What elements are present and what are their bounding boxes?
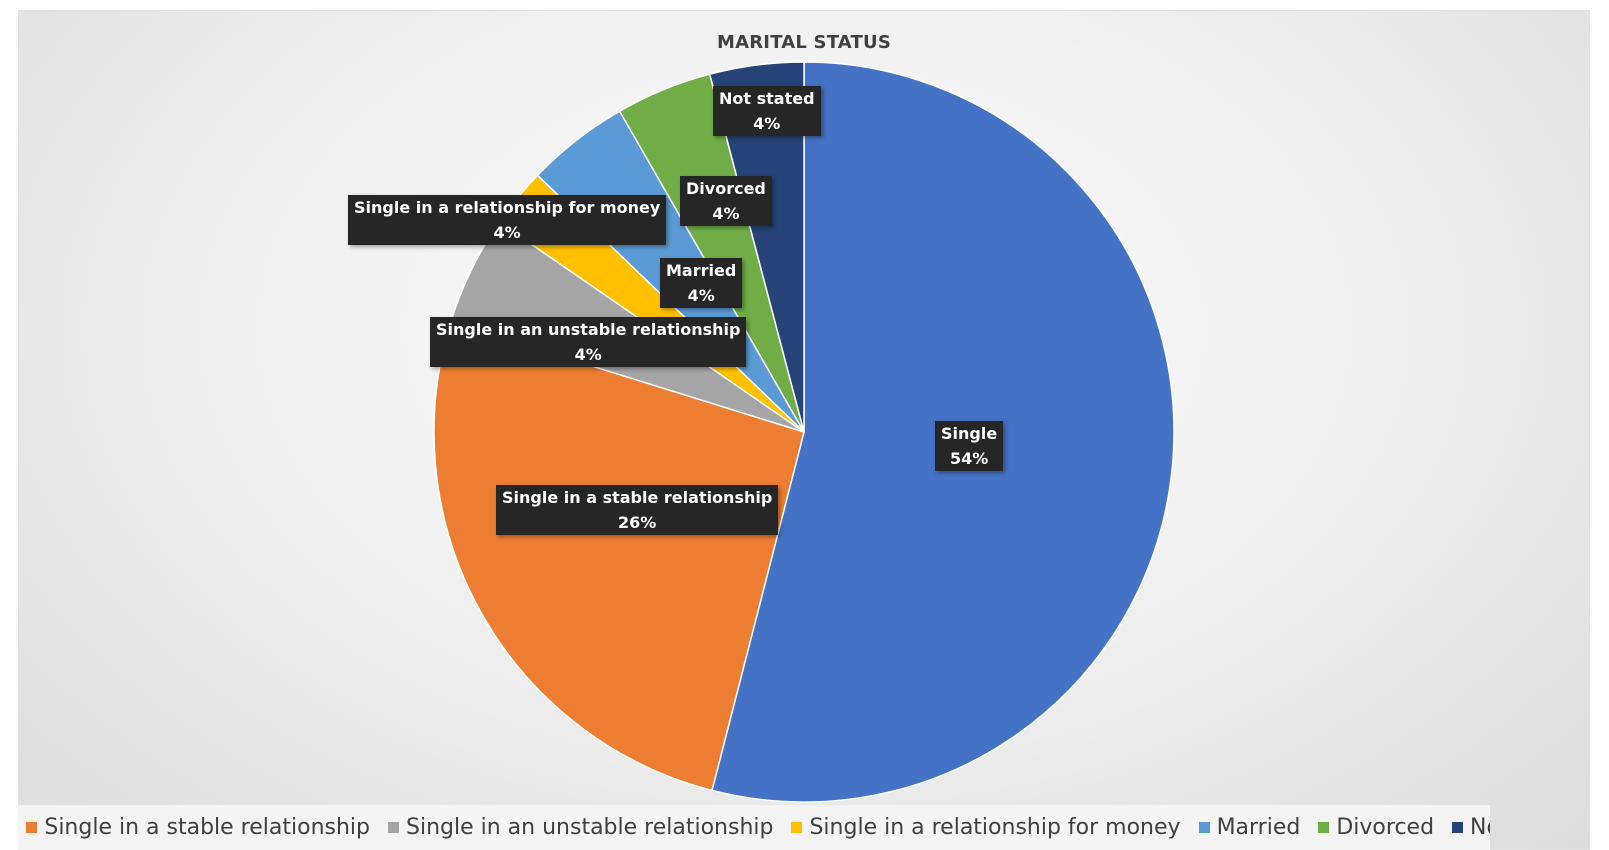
legend-swatch [1198,822,1210,833]
legend-swatch [791,822,803,833]
chart-title: MARITAL STATUS [717,32,891,53]
legend-label: Married [1216,815,1301,840]
legend-label: Not stated [1470,815,1490,840]
pie-slice-single-stable [433,321,805,792]
legend-label: Single in a relationship for money [809,815,1181,840]
data-label-not-stated: Not stated 4% [713,86,821,136]
pie-slice-not-stated [708,61,805,433]
legend-item-single-money: Single in a relationship for money [791,815,1181,840]
legend-label: Single in an unstable relationship [406,815,774,840]
data-label-single-stable: Single in a stable relationship 26% [496,485,779,535]
data-label-single: Single 54% [935,421,1004,471]
data-label-single-money: Single in a relationship for money 4% [348,195,667,245]
legend-item-single-stable: Single in a stable relationship [26,815,370,840]
legend-label: Single in a stable relationship [44,815,370,840]
legend-item-single-unstable: Single in an unstable relationship [388,815,773,840]
data-label-single-unstable: Single in an unstable relationship 4% [430,317,747,367]
chart-legend: SingleSingle in a stable relationshipSin… [18,805,1490,850]
legend-item-married: Married [1198,815,1301,840]
legend-swatch [388,822,399,833]
data-label-divorced: Divorced 4% [680,176,772,226]
legend-swatch [26,822,38,833]
data-label-married: Married 4% [660,258,743,308]
legend-swatch [1452,822,1464,833]
legend-label: Divorced [1336,815,1435,840]
legend-item-divorced: Divorced [1318,815,1434,840]
legend-swatch [1318,822,1330,833]
legend-item-not-stated: Not stated [1452,815,1490,840]
